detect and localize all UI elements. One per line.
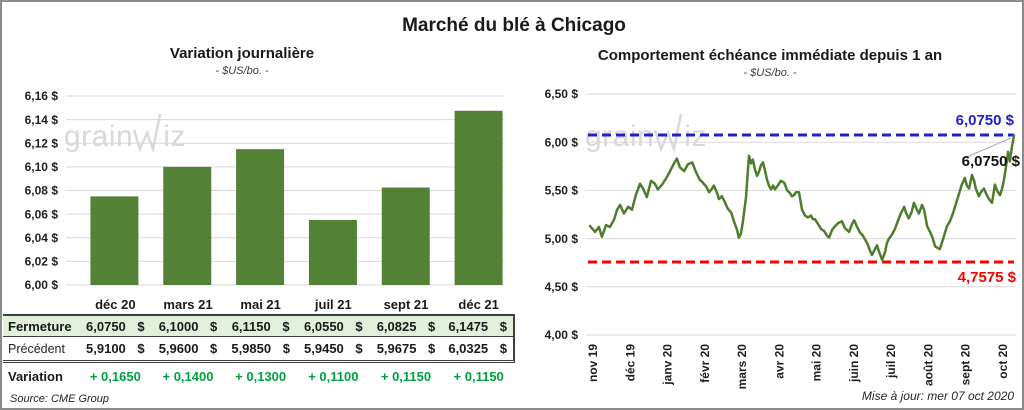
futures-table: déc 20 mars 21 mai 21 juil 21 sept 21 déc 21 F… xyxy=(3,294,515,390)
y-tick-label: 6,12 $ xyxy=(25,136,59,150)
bar-déc 21 xyxy=(454,110,503,285)
page-title: Marché du blé à Chicago xyxy=(402,15,626,36)
x-tick-label: juin 20 xyxy=(847,344,861,383)
y-tick-label: 5,00 $ xyxy=(545,232,579,246)
x-tick-label: nov 19 xyxy=(586,344,600,382)
y-tick-label: 5,50 $ xyxy=(545,184,579,198)
table-col-header: déc 20 xyxy=(95,296,136,312)
y-tick-label: 6,00 $ xyxy=(25,278,59,292)
table-cell: + 0,1400 xyxy=(162,369,214,384)
watermark-text-right: iz xyxy=(163,120,186,153)
x-tick-label: août 20 xyxy=(921,344,935,386)
x-tick-label: sept 20 xyxy=(959,344,973,386)
table-col-header: juil 21 xyxy=(314,296,352,312)
table-cell: + 0,1650 xyxy=(89,369,141,384)
bar-mai 21 xyxy=(236,149,285,285)
watermark-zigzag-icon xyxy=(133,113,162,152)
last-price-label: 6,0750 $ xyxy=(962,153,1021,170)
line-chart-svg: 6,50 $ 6,00 $ 5,50 $ 5,00 $ 4,50 $ 4,00 $ nov … xyxy=(545,87,1021,390)
y-tick-label: 6,10 $ xyxy=(25,160,59,174)
table-cell: 6,0750 $ xyxy=(79,314,152,337)
table-cell: 5,9600 $ xyxy=(151,337,225,363)
table-cell: 6,1150 $ xyxy=(224,314,297,337)
y-tick-label: 4,50 $ xyxy=(545,280,579,294)
y-tick-label: 6,04 $ xyxy=(25,231,59,245)
resistance-label: 6,0750 $ xyxy=(956,112,1015,129)
watermark-text-left: grain xyxy=(64,120,134,153)
y-tick-label: 6,14 $ xyxy=(25,113,59,127)
grainwiz-watermark: grain iz xyxy=(64,112,186,152)
table-cell: 6,1475 $ xyxy=(442,314,515,337)
x-tick-label: juil 20 xyxy=(884,344,898,379)
x-tick-label: oct 20 xyxy=(996,344,1010,379)
table-cell: + 0,1100 xyxy=(308,369,359,384)
price-series-line xyxy=(588,134,1016,262)
bar-chart-title: Variation journalière xyxy=(169,45,315,62)
y-tick-label: 6,50 $ xyxy=(545,87,579,101)
x-tick-label: avr 20 xyxy=(772,344,786,379)
table-cell: 5,9100 $ xyxy=(79,337,152,363)
table-cell: 6,0550 $ xyxy=(296,314,370,337)
bar-mars 21 xyxy=(163,166,212,285)
table-row-label: Précédent xyxy=(3,337,79,363)
y-tick-label: 6,08 $ xyxy=(25,184,59,198)
updated-note: Mise à jour: mer 07 oct 2020 xyxy=(861,389,1014,403)
table-cell: 5,9850 $ xyxy=(224,337,297,363)
table-cell: 5,9675 $ xyxy=(369,337,443,363)
bar-sept 21 xyxy=(381,187,430,285)
y-tick-label: 6,00 $ xyxy=(545,135,579,149)
bar-chart-subtitle: - $US/bo. - xyxy=(215,65,269,77)
table-row-label: Fermeture xyxy=(3,314,79,337)
leader-line xyxy=(961,137,1012,160)
table-cell: 6,1000 $ xyxy=(151,314,225,337)
table-cell: + 0,1150 xyxy=(380,369,432,384)
watermark-text-right: iz xyxy=(684,120,707,153)
table-corner xyxy=(3,294,79,314)
table-cell: + 0,1300 xyxy=(235,369,287,384)
x-tick-label: mars 20 xyxy=(735,344,749,390)
bar-chart-svg: 6,16 $ 6,14 $ 6,12 $ 6,10 $ 6,08 $ 6,06 $ 6,04… xyxy=(25,89,504,292)
y-tick-label: 6,06 $ xyxy=(25,207,59,221)
line-chart-title: Comportement échéance immédiate depuis 1… xyxy=(597,47,943,64)
grainwiz-watermark: grain iz xyxy=(585,112,707,152)
table-col-header: mai 21 xyxy=(240,296,281,312)
line-chart-subtitle: - $US/bo. - xyxy=(743,67,797,79)
table-row-label: Variation xyxy=(8,369,63,384)
table-cell: + 0,1150 xyxy=(453,369,504,384)
y-tick-label: 4,00 $ xyxy=(545,328,579,342)
source-note: Source: CME Group xyxy=(10,393,110,405)
x-tick-label: déc 19 xyxy=(623,344,637,382)
support-label: 4,7575 $ xyxy=(958,269,1017,286)
y-tick-label: 6,02 $ xyxy=(25,255,59,269)
bar-déc 20 xyxy=(90,196,139,285)
table-cell: 5,9450 $ xyxy=(296,337,370,363)
x-tick-label: janv 20 xyxy=(661,344,675,386)
table-cell: 6,0325 $ xyxy=(442,337,515,363)
bar-juil 21 xyxy=(308,220,357,285)
x-tick-label: févr 20 xyxy=(698,344,712,383)
table-col-header: mars 21 xyxy=(163,296,213,312)
watermark-text-left: grain xyxy=(585,120,655,153)
table-col-header: déc 21 xyxy=(458,296,499,312)
x-tick-label: mai 20 xyxy=(810,344,824,382)
table-cell: 6,0825 $ xyxy=(369,314,443,337)
y-tick-label: 6,16 $ xyxy=(25,89,59,103)
table-col-header: sept 21 xyxy=(383,296,429,312)
